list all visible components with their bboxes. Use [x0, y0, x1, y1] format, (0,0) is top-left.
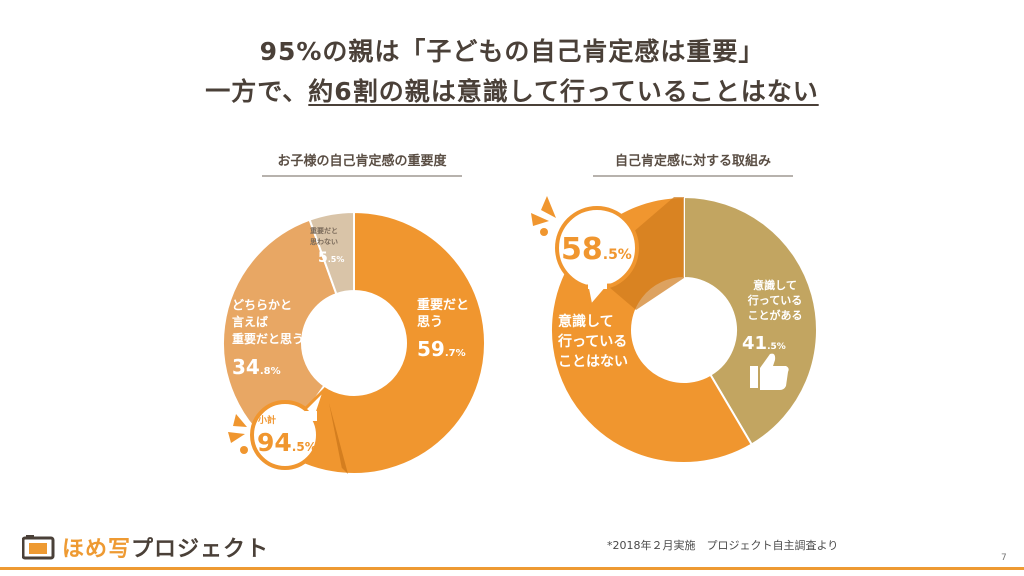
callout2-splash-1	[541, 196, 556, 218]
thumbs-up-shape	[750, 353, 789, 390]
pie1-slice-1	[277, 210, 486, 475]
callout2-pointer-mask	[588, 281, 607, 289]
callout1-pointer-mask	[305, 411, 317, 421]
headline-line1: 95%の親は「子どもの自己肯定感は重要」	[259, 37, 765, 66]
pie1-label-2-line2: 言えば	[232, 314, 268, 329]
footnote: *2018年２月実施 プロジェクト自主調査より	[607, 539, 839, 552]
callout1-bubble	[250, 400, 320, 470]
callout1-splash-2	[228, 432, 245, 443]
pie1-value-1: 59.7%	[417, 337, 466, 361]
chart1-title: お子様の自己肯定感の重要度	[262, 150, 462, 177]
chart2-title-text: 自己肯定感に対する取組み	[614, 154, 771, 169]
pie1-slice-2	[222, 218, 338, 452]
pie1-label-2-line1: どちらかと	[232, 298, 292, 312]
callout1-splash-3	[240, 446, 248, 454]
headline-line2-prefix: 一方で、	[205, 77, 309, 106]
page-number: 7	[1001, 553, 1007, 563]
pie2-label-2-line1: 意識して	[558, 313, 614, 330]
callout1-label: 小計	[257, 414, 276, 426]
logo-text-part1: ほめ	[62, 537, 109, 562]
callout2-splash-2	[531, 213, 549, 226]
logo-text-part2: 写	[108, 537, 132, 562]
logo-text: ほめ写プロジェクト	[62, 531, 269, 563]
pie2-label-1-line3: ことがある	[748, 308, 803, 322]
callout1-value: 94.5%	[257, 428, 317, 457]
pie1-label-3-line2: 思わない	[310, 237, 338, 246]
footer-line	[0, 567, 1024, 570]
pie1-label-2-line3: 重要だと思う	[232, 331, 304, 346]
pie2-value-1: 41.5%	[742, 333, 786, 354]
chart1-title-underline	[262, 175, 462, 177]
pie1-value-3: 5.5%	[318, 250, 344, 266]
pie2-label-2-line3: ことはない	[558, 354, 628, 370]
chart2-title-underline	[593, 175, 793, 177]
pie1-value-2: 34.8%	[232, 355, 281, 379]
logo-text-part3: プロジェクト	[131, 537, 270, 562]
pie1-label-1-line2: 思う	[417, 315, 443, 330]
logo: ほめ写プロジェクト	[22, 531, 269, 563]
camera-logo-icon	[22, 535, 55, 560]
pie2-label-1-line2: 行っている	[747, 293, 802, 307]
chart1-title-text: お子様の自己肯定感の重要度	[277, 154, 447, 169]
chart2-title: 自己肯定感に対する取組み	[593, 150, 793, 177]
callout2-value: 58.5%	[561, 232, 632, 267]
callout1-splash-1	[233, 414, 247, 427]
pie1-slice-3	[308, 210, 355, 296]
headline-line2-underlined: 約6割の親は意識して行っていることはない	[308, 77, 819, 106]
callout2-splash-3	[540, 228, 548, 236]
pie1-callout-shadow	[329, 403, 348, 474]
pie1-label-3-line1: 重要だと	[310, 226, 338, 235]
pie2-label-1-line1: 意識して	[753, 278, 797, 292]
headline-line2: 一方で、約6割の親は意識して行っていることはない	[0, 72, 1024, 108]
thumbs-up-icon	[750, 353, 789, 390]
pie2-label-2-line2: 行っている	[557, 333, 627, 350]
pie1-label-1-line1: 重要だと	[417, 297, 469, 313]
